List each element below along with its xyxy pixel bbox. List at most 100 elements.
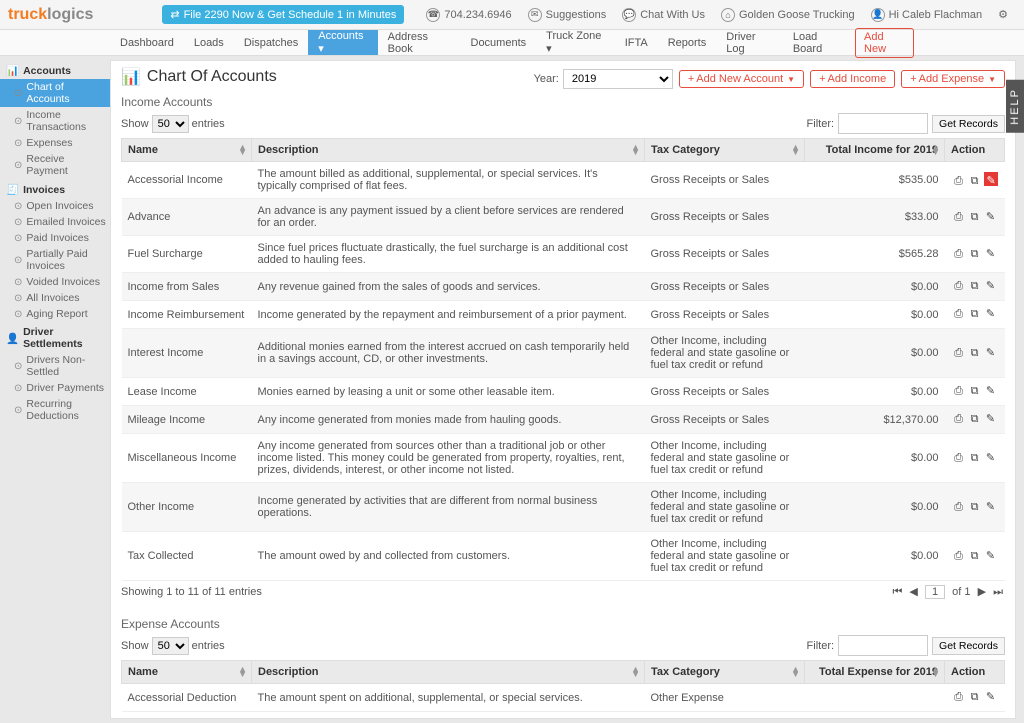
table-row: AdvanceAn advance is any payment issued … bbox=[122, 199, 1005, 236]
sidebar-item-expenses[interactable]: ⊙Expenses bbox=[0, 135, 110, 151]
sidebar-item-drivers-non-settled[interactable]: ⊙Drivers Non-Settled bbox=[0, 352, 110, 380]
settings-gear[interactable]: ⚙ bbox=[998, 8, 1008, 21]
view-icon[interactable]: ⎙ bbox=[952, 501, 966, 515]
edit-icon[interactable]: ✎ bbox=[984, 500, 998, 514]
add-new-account-button[interactable]: + Add New Account▼ bbox=[679, 70, 804, 88]
copy-icon[interactable]: ⧉ bbox=[968, 211, 982, 225]
edit-icon[interactable]: ✎ bbox=[984, 279, 998, 293]
copy-icon[interactable]: ⧉ bbox=[968, 175, 982, 189]
col-tax[interactable]: Tax Category▲▼ bbox=[645, 661, 805, 684]
next-page-icon[interactable]: ▶ bbox=[978, 586, 986, 598]
sidebar-item-partially-paid-invoices[interactable]: ⊙Partially Paid Invoices bbox=[0, 246, 110, 274]
copy-icon[interactable]: ⧉ bbox=[968, 691, 982, 705]
col-desc[interactable]: Description▲▼ bbox=[252, 661, 645, 684]
sidebar-item-all-invoices[interactable]: ⊙All Invoices bbox=[0, 290, 110, 306]
sidebar-section-invoices: 🧾Invoices bbox=[0, 179, 110, 198]
copy-icon[interactable]: ⧉ bbox=[968, 308, 982, 322]
sidebar-item-driver-payments[interactable]: ⊙Driver Payments bbox=[0, 380, 110, 396]
sidebar-item-emailed-invoices[interactable]: ⊙Emailed Invoices bbox=[0, 214, 110, 230]
sidebar-item-aging-report[interactable]: ⊙Aging Report bbox=[0, 306, 110, 322]
first-page-icon[interactable]: ⏮ bbox=[892, 586, 902, 598]
nav-ifta[interactable]: IFTA bbox=[615, 30, 658, 55]
copy-icon[interactable]: ⧉ bbox=[968, 452, 982, 466]
edit-icon[interactable]: ✎ bbox=[984, 346, 998, 360]
sidebar-item-receive-payment[interactable]: ⊙Receive Payment bbox=[0, 151, 110, 179]
edit-icon[interactable]: ✎ bbox=[984, 451, 998, 465]
nav-reports[interactable]: Reports bbox=[658, 30, 717, 55]
edit-icon[interactable]: ✎ bbox=[984, 412, 998, 426]
copy-icon[interactable]: ⧉ bbox=[968, 347, 982, 361]
col-desc[interactable]: Description▲▼ bbox=[252, 139, 645, 162]
sidebar: 📊Accounts⊙Chart of Accounts⊙Income Trans… bbox=[0, 56, 110, 723]
income-pager[interactable]: ⏮ ◀ 1 of 1 ▶ ⏭ bbox=[890, 585, 1005, 599]
copy-icon[interactable]: ⧉ bbox=[968, 550, 982, 564]
nav-accounts[interactable]: Accounts ▾ bbox=[308, 30, 377, 55]
edit-icon[interactable]: ✎ bbox=[984, 384, 998, 398]
view-icon[interactable]: ⎙ bbox=[952, 691, 966, 705]
copy-icon[interactable]: ⧉ bbox=[968, 280, 982, 294]
col-total[interactable]: Total Expense for 2019▲▼ bbox=[805, 661, 945, 684]
chat-link[interactable]: 💬Chat With Us bbox=[622, 8, 705, 22]
nav-documents[interactable]: Documents bbox=[461, 30, 537, 55]
sidebar-item-recurring-deductions[interactable]: ⊙Recurring Deductions bbox=[0, 396, 110, 424]
sidebar-item-paid-invoices[interactable]: ⊙Paid Invoices bbox=[0, 230, 110, 246]
expense-entries-select[interactable]: 50 bbox=[152, 637, 189, 655]
nav-dashboard[interactable]: Dashboard bbox=[110, 30, 184, 55]
view-icon[interactable]: ⎙ bbox=[952, 452, 966, 466]
logo[interactable]: trucklogics bbox=[8, 6, 93, 24]
view-icon[interactable]: ⎙ bbox=[952, 550, 966, 564]
file-2290-button[interactable]: ⇄ File 2290 Now & Get Schedule 1 in Minu… bbox=[162, 5, 404, 24]
user-link[interactable]: 👤Hi Caleb Flachman bbox=[871, 8, 983, 22]
view-icon[interactable]: ⎙ bbox=[952, 280, 966, 294]
edit-icon[interactable]: ✎ bbox=[984, 172, 998, 186]
col-total[interactable]: Total Income for 2019▲▼ bbox=[805, 139, 945, 162]
edit-icon[interactable]: ✎ bbox=[984, 690, 998, 704]
income-filter-input[interactable] bbox=[838, 113, 928, 134]
col-name[interactable]: Name▲▼ bbox=[122, 139, 252, 162]
sidebar-item-open-invoices[interactable]: ⊙Open Invoices bbox=[0, 198, 110, 214]
edit-icon[interactable]: ✎ bbox=[984, 210, 998, 224]
sidebar-item-voided-invoices[interactable]: ⊙Voided Invoices bbox=[0, 274, 110, 290]
phone-link[interactable]: ☎704.234.6946 bbox=[426, 8, 511, 22]
nav-truck-zone[interactable]: Truck Zone ▾ bbox=[536, 30, 615, 55]
nav-driver-log[interactable]: Driver Log bbox=[716, 30, 783, 55]
page-number[interactable]: 1 bbox=[925, 585, 945, 599]
add-income-button[interactable]: + Add Income bbox=[810, 70, 895, 88]
expense-get-records-button[interactable]: Get Records bbox=[932, 637, 1005, 655]
edit-icon[interactable]: ✎ bbox=[984, 307, 998, 321]
copy-icon[interactable]: ⧉ bbox=[968, 413, 982, 427]
view-icon[interactable]: ⎙ bbox=[952, 175, 966, 189]
help-tab[interactable]: HELP bbox=[1006, 80, 1024, 133]
view-icon[interactable]: ⎙ bbox=[952, 248, 966, 262]
company-link[interactable]: ⌂Golden Goose Trucking bbox=[721, 8, 855, 22]
nav-address-book[interactable]: Address Book bbox=[378, 30, 461, 55]
nav-loads[interactable]: Loads bbox=[184, 30, 234, 55]
view-icon[interactable]: ⎙ bbox=[952, 211, 966, 225]
copy-icon[interactable]: ⧉ bbox=[968, 248, 982, 262]
edit-icon[interactable]: ✎ bbox=[984, 247, 998, 261]
nav-dispatches[interactable]: Dispatches bbox=[234, 30, 308, 55]
copy-icon[interactable]: ⧉ bbox=[968, 501, 982, 515]
col-name[interactable]: Name▲▼ bbox=[122, 661, 252, 684]
prev-page-icon[interactable]: ◀ bbox=[909, 586, 917, 598]
income-get-records-button[interactable]: Get Records bbox=[932, 115, 1005, 133]
view-icon[interactable]: ⎙ bbox=[952, 308, 966, 322]
expense-filter-input[interactable] bbox=[838, 635, 928, 656]
last-page-icon[interactable]: ⏭ bbox=[993, 586, 1003, 598]
income-entries-select[interactable]: 50 bbox=[152, 115, 189, 133]
cell-actions: ⎙⧉✎ bbox=[945, 684, 1005, 712]
add-expense-button[interactable]: + Add Expense▼ bbox=[901, 70, 1005, 88]
copy-icon[interactable]: ⧉ bbox=[968, 385, 982, 399]
view-icon[interactable]: ⎙ bbox=[952, 413, 966, 427]
year-select[interactable]: 2019 bbox=[563, 69, 673, 89]
view-icon[interactable]: ⎙ bbox=[952, 347, 966, 361]
col-tax[interactable]: Tax Category▲▼ bbox=[645, 139, 805, 162]
sidebar-item-income-transactions[interactable]: ⊙Income Transactions bbox=[0, 107, 110, 135]
sidebar-item-chart-of-accounts[interactable]: ⊙Chart of Accounts bbox=[0, 79, 110, 107]
suggestions-link[interactable]: ✉Suggestions bbox=[528, 8, 607, 22]
edit-icon[interactable]: ✎ bbox=[984, 549, 998, 563]
cell-desc: Any income generated from sources other … bbox=[252, 434, 645, 483]
add-new-button[interactable]: Add New bbox=[855, 28, 914, 58]
nav-load-board[interactable]: Load Board bbox=[783, 30, 855, 55]
view-icon[interactable]: ⎙ bbox=[952, 385, 966, 399]
